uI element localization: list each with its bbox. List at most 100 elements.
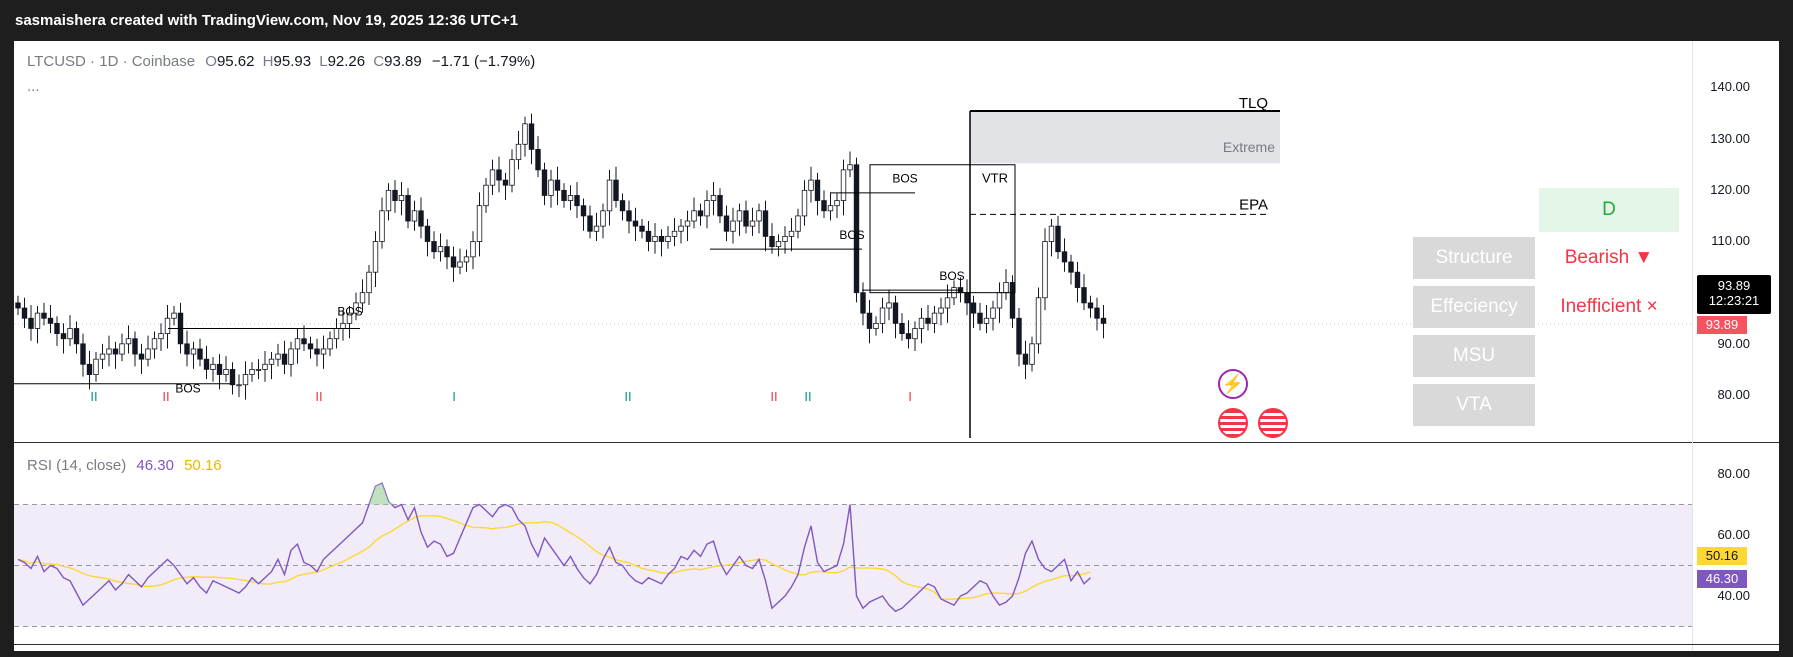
price-candle xyxy=(483,178,489,213)
candle-body xyxy=(905,333,912,340)
bos-label: BOS xyxy=(175,381,200,395)
lightning-event-icon[interactable]: ⚡ xyxy=(1218,369,1248,399)
candle-body xyxy=(476,205,483,242)
price-candle xyxy=(262,350,268,382)
price-candle xyxy=(294,328,301,364)
price-candle xyxy=(665,226,671,249)
candle-body xyxy=(756,210,762,222)
candle-body xyxy=(483,184,489,207)
rsi-overbought-fill xyxy=(369,483,395,505)
price-candle xyxy=(639,218,645,239)
candle-body xyxy=(1068,261,1074,273)
candle-body xyxy=(125,338,132,345)
candle-body xyxy=(210,363,216,370)
price-candle xyxy=(528,113,535,165)
close-label: C xyxy=(373,53,385,70)
price-candle xyxy=(827,192,834,221)
price-candle xyxy=(437,233,444,262)
candle-body xyxy=(827,205,834,212)
price-candle xyxy=(853,157,860,303)
price-tick: 90.00 xyxy=(1717,336,1750,351)
candle-body xyxy=(684,220,691,227)
price-candle xyxy=(54,316,60,346)
rsi-legend: RSI (14, close) 46.30 50.16 xyxy=(27,457,222,474)
us-flag-event-icon[interactable] xyxy=(1258,408,1288,438)
price-candle xyxy=(158,323,164,351)
price-candle xyxy=(242,361,249,400)
candle-body xyxy=(892,302,899,324)
price-candle xyxy=(840,159,847,216)
price-candle xyxy=(762,200,769,252)
price-candle xyxy=(821,190,827,218)
pane-divider[interactable] xyxy=(14,442,1779,443)
candle-body xyxy=(216,363,223,375)
candle-body xyxy=(762,210,769,237)
rsi-ma-tag: 50.16 xyxy=(1697,547,1747,565)
price-candle xyxy=(671,217,678,247)
candle-body xyxy=(1029,343,1035,365)
price-candle xyxy=(1100,304,1107,339)
price-candle xyxy=(457,248,463,275)
symbol-name[interactable]: LTCUSD · 1D · Coinbase xyxy=(27,53,196,70)
price-candle xyxy=(99,343,106,369)
extreme-label: Extreme xyxy=(1223,139,1275,155)
vta-label: VTA xyxy=(1413,384,1535,426)
price-candle xyxy=(470,231,476,270)
price-candle xyxy=(145,335,151,367)
candle-body xyxy=(873,322,879,329)
candle-body xyxy=(275,353,281,360)
price-candle xyxy=(645,221,652,252)
rsi-title[interactable]: RSI (14, close) xyxy=(27,457,127,474)
us-flag-event-icon[interactable] xyxy=(1218,408,1248,438)
price-candle xyxy=(93,352,99,382)
attribution-bar: sasmaishera created with TradingView.com… xyxy=(0,0,1793,41)
price-candle xyxy=(730,207,736,244)
candle-body xyxy=(307,343,314,350)
candle-body xyxy=(463,256,470,263)
candle-body xyxy=(1022,353,1029,365)
candle-body xyxy=(502,179,509,186)
candle-body xyxy=(21,307,28,319)
candle-body xyxy=(346,312,353,324)
session-marker: II xyxy=(804,389,811,404)
low-value: 92.26 xyxy=(327,53,366,70)
candle-body xyxy=(262,363,268,370)
price-candle xyxy=(268,352,275,380)
price-candle xyxy=(918,308,925,344)
candle-body xyxy=(60,333,67,340)
vtr-label: VTR xyxy=(982,171,1008,186)
candle-body xyxy=(405,195,411,222)
bos-box xyxy=(869,164,971,294)
price-candle xyxy=(899,313,905,341)
candle-body xyxy=(886,302,892,309)
structure-value: Bearish ▼ xyxy=(1564,247,1654,268)
candle-body xyxy=(294,338,301,350)
epa-label: EPA xyxy=(1239,196,1268,213)
candle-body xyxy=(242,374,249,386)
price-candle xyxy=(736,203,743,236)
price-candle xyxy=(398,182,405,216)
price-candle xyxy=(567,185,574,211)
candle-body xyxy=(743,210,749,227)
candle-body xyxy=(418,210,424,227)
price-candle xyxy=(749,207,756,236)
candle-body xyxy=(730,220,736,232)
price-candle xyxy=(307,336,314,359)
more-options[interactable]: ... xyxy=(27,78,40,95)
open-label: O xyxy=(205,53,217,70)
session-marker: II xyxy=(162,389,169,404)
candle-body xyxy=(431,241,437,253)
price-candle xyxy=(684,210,691,241)
candle-body xyxy=(138,353,145,360)
price-candle xyxy=(1068,254,1074,285)
candle-body xyxy=(1100,317,1107,324)
price-candle xyxy=(912,321,918,351)
price-candle xyxy=(450,246,457,282)
candle-body xyxy=(983,317,990,324)
price-candle xyxy=(626,200,632,234)
price-candle xyxy=(353,292,359,321)
candle-body xyxy=(567,195,574,201)
candle-body xyxy=(795,215,801,232)
candle-body xyxy=(1009,282,1016,319)
